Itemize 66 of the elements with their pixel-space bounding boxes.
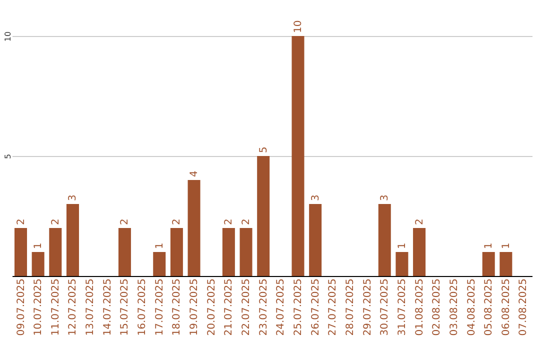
x-tick-label: 23.07.2025 [258, 278, 270, 336]
x-tick-label: 31.07.2025 [396, 278, 408, 336]
bar [257, 156, 270, 276]
x-tick-label: 14.07.2025 [102, 278, 114, 336]
data-label: 3 [310, 194, 322, 201]
bar [396, 252, 408, 276]
data-label: 2 [120, 218, 131, 225]
bar [66, 204, 79, 276]
x-tick-label: 15.07.2025 [120, 278, 131, 336]
bar [378, 204, 391, 276]
data-label: 2 [414, 218, 426, 225]
bar [292, 36, 304, 276]
bar [188, 180, 200, 276]
x-tick-label: 24.07.2025 [276, 278, 287, 336]
data-label: 1 [484, 242, 495, 249]
x-tick-label: 26.07.2025 [310, 278, 322, 336]
x-tick-label: 19.07.2025 [189, 278, 200, 336]
x-tick-label: 28.07.2025 [344, 278, 356, 336]
data-label: 5 [258, 146, 270, 153]
x-tick-label: 25.07.2025 [292, 278, 304, 336]
x-tick-label: 05.08.2025 [484, 278, 495, 336]
x-tick-label: 09.07.2025 [16, 278, 27, 336]
data-label: 1 [500, 242, 512, 249]
x-tick-label: 18.07.2025 [172, 278, 183, 336]
bar [500, 252, 512, 276]
x-tick-label: 02.08.2025 [432, 278, 443, 336]
x-tick-label: 16.07.2025 [137, 278, 148, 336]
x-tick-label: 20.07.2025 [206, 278, 218, 336]
bar [153, 252, 166, 276]
data-label: 1 [396, 242, 408, 249]
x-tick-label: 13.07.2025 [85, 278, 96, 336]
data-label: 2 [241, 218, 252, 225]
data-label: 10 [292, 20, 304, 33]
data-label: 4 [189, 170, 200, 177]
data-label: 2 [16, 218, 27, 225]
x-tick-label: 17.07.2025 [154, 278, 166, 336]
bar [413, 228, 426, 276]
bar [240, 228, 252, 276]
x-tick-label: 11.07.2025 [50, 278, 62, 336]
x-tick-label: 10.07.2025 [33, 278, 44, 336]
x-tick-label: 12.07.2025 [68, 278, 79, 336]
x-tick-label: 06.08.2025 [500, 278, 512, 336]
bar [309, 204, 322, 276]
x-tick-label: 21.07.2025 [224, 278, 235, 336]
bar [14, 228, 28, 276]
data-label: 3 [68, 194, 79, 201]
x-tick-label: 27.07.2025 [328, 278, 339, 336]
x-tick-label: 29.07.2025 [362, 278, 374, 336]
data-label: 3 [380, 194, 391, 201]
x-tick-label: 03.08.2025 [448, 278, 460, 336]
bar [118, 228, 131, 276]
x-tick-label: 01.08.2025 [414, 278, 426, 336]
data-label: 2 [172, 218, 183, 225]
data-label: 2 [50, 218, 62, 225]
x-tick-label: 22.07.2025 [241, 278, 252, 336]
data-label: 1 [154, 242, 166, 249]
bar [222, 228, 235, 276]
bar [170, 228, 183, 276]
bar [49, 228, 62, 276]
bar [482, 252, 495, 276]
data-label: 1 [33, 242, 44, 249]
x-tick-label: 30.07.2025 [380, 278, 391, 336]
data-label: 2 [224, 218, 235, 225]
bar [32, 252, 44, 276]
x-tick-label: 04.08.2025 [466, 278, 478, 336]
x-tick-label: 07.08.2025 [518, 278, 530, 336]
